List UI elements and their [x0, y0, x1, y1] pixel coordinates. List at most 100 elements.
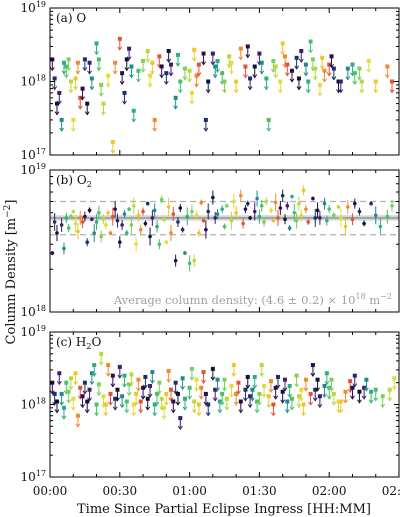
- arrow-head: [301, 412, 307, 417]
- data-point: [259, 60, 264, 65]
- data-point: [259, 363, 264, 368]
- arrow-head: [380, 403, 386, 409]
- arrow-head: [196, 72, 202, 77]
- data-point: [234, 79, 239, 84]
- arrow-head: [303, 72, 309, 77]
- data-point: [287, 226, 292, 230]
- arrow-head: [135, 387, 141, 392]
- data-point: [345, 66, 350, 71]
- data-point: [278, 206, 283, 210]
- data-point: [238, 46, 243, 51]
- data-point: [129, 372, 134, 377]
- data-point: [178, 79, 183, 84]
- arrow-head: [66, 399, 72, 404]
- data-point: [359, 79, 364, 84]
- data-point: [271, 59, 276, 64]
- data-point: [83, 214, 87, 219]
- arrow-head: [338, 409, 344, 414]
- arrow-head: [82, 390, 88, 395]
- data-point: [68, 376, 73, 381]
- data-point: [287, 383, 292, 388]
- data-point: [213, 216, 217, 220]
- arrow-head: [287, 393, 293, 398]
- data-point: [338, 79, 343, 84]
- arrow-head: [191, 57, 197, 62]
- arrow-head: [212, 397, 218, 402]
- arrow-head: [215, 387, 220, 392]
- data-point: [187, 68, 192, 73]
- x-axis-label: Time Since Partial Eclipse Ingress [HH:M…: [77, 502, 371, 517]
- data-point: [343, 389, 348, 394]
- data-point: [89, 371, 94, 376]
- arrow-head: [82, 67, 88, 72]
- arrow-head: [210, 376, 216, 381]
- arrow-head: [352, 80, 358, 86]
- data-point: [182, 396, 187, 401]
- x-tick-label: 01:00: [172, 484, 207, 498]
- data-point: [273, 200, 278, 205]
- arrow-head: [280, 51, 286, 56]
- data-point: [66, 389, 71, 394]
- data-point: [162, 217, 166, 222]
- data-point: [52, 220, 57, 224]
- arrow-head: [219, 401, 225, 406]
- data-point: [203, 117, 208, 122]
- arrow-head: [317, 403, 323, 409]
- arrow-head: [175, 401, 181, 406]
- panel-label: (a) O: [56, 11, 86, 25]
- data-point: [301, 188, 306, 193]
- data-point: [306, 220, 311, 224]
- arrow-head: [277, 89, 283, 94]
- arrow-head: [366, 68, 372, 73]
- data-point: [306, 79, 311, 84]
- data-point: [127, 207, 131, 211]
- data-point: [336, 79, 341, 84]
- arrow-head: [347, 388, 353, 394]
- data-point: [127, 382, 132, 387]
- data-point: [236, 380, 241, 385]
- arrow-head: [284, 409, 290, 414]
- arrow-head: [326, 72, 332, 77]
- data-point: [210, 366, 215, 371]
- arrow-head: [149, 379, 155, 384]
- data-point: [380, 394, 385, 399]
- data-point: [175, 52, 180, 57]
- arrow-head: [89, 86, 95, 91]
- data-point: [96, 382, 101, 387]
- data-point: [206, 402, 211, 407]
- arrow-head: [243, 397, 248, 402]
- data-point: [364, 377, 369, 382]
- data-point: [136, 68, 141, 73]
- arrow-head: [103, 412, 109, 417]
- data-point: [245, 201, 250, 206]
- data-point: [59, 391, 64, 396]
- y-tick-label: 1019: [21, 324, 46, 339]
- data-point: [222, 79, 227, 84]
- data-point: [213, 64, 218, 69]
- data-point: [252, 209, 257, 214]
- data-point: [234, 210, 238, 215]
- data-point: [243, 64, 248, 69]
- data-point: [210, 51, 215, 56]
- panel-a: 1017 1018 1019 (a) O: [21, 0, 400, 162]
- data-point: [229, 60, 234, 65]
- arrow-head: [168, 72, 174, 77]
- data-point: [164, 71, 169, 76]
- data-point: [94, 402, 99, 407]
- arrow-head: [70, 127, 76, 132]
- arrow-head: [54, 409, 60, 414]
- y-tick-label: 1018: [21, 304, 46, 319]
- arrow-head: [161, 415, 167, 420]
- data-point: [259, 203, 264, 208]
- data-point: [362, 221, 366, 226]
- arrow-head: [359, 89, 365, 94]
- arrow-head: [229, 70, 234, 75]
- data-point: [122, 90, 127, 95]
- y-tick-label: 1018: [21, 74, 46, 89]
- data-point: [206, 79, 211, 84]
- arrow-head: [145, 406, 151, 411]
- arrow-head: [117, 46, 123, 51]
- arrow-head: [56, 100, 62, 105]
- arrow-head: [59, 401, 65, 406]
- data-point: [338, 399, 343, 404]
